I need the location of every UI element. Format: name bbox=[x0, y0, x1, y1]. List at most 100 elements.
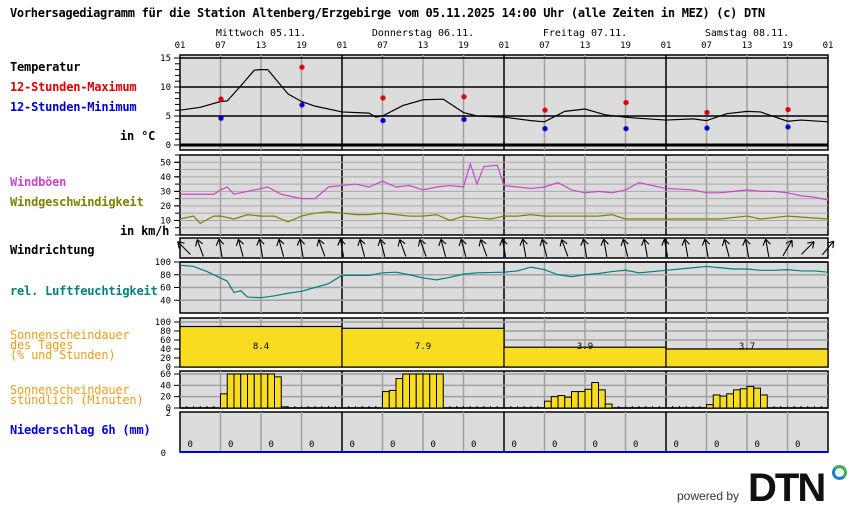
label-winddir: Windrichtung bbox=[10, 243, 95, 257]
sun-hourly-bar bbox=[395, 378, 404, 409]
wind-arrow-icon bbox=[177, 241, 191, 255]
sun-hourly-bar bbox=[591, 382, 599, 409]
wind-arrow-icon bbox=[559, 239, 569, 257]
sun-hourly-bar bbox=[733, 389, 741, 409]
temp-y-label: 10 bbox=[160, 83, 171, 93]
hour-tick-label: 01 bbox=[499, 41, 510, 51]
sun-hourly-bar bbox=[544, 400, 552, 409]
hour-tick-label: 01 bbox=[823, 41, 834, 51]
wind-arrow-icon bbox=[397, 239, 407, 257]
wind-arrow-icon bbox=[458, 238, 467, 257]
precip-value: 0 bbox=[431, 440, 436, 450]
label-humidity: rel. Luftfeuchtigkeit bbox=[10, 284, 158, 298]
wind-arrow-icon bbox=[821, 240, 835, 256]
temp-y-label: 15 bbox=[160, 54, 171, 64]
hour-tick-label: 01 bbox=[175, 41, 186, 51]
sun-hourly-bar bbox=[712, 394, 721, 409]
wind-y-label: 20 bbox=[160, 202, 171, 212]
hour-tick-label: 19 bbox=[620, 41, 631, 51]
sun-hourly-bar bbox=[388, 389, 397, 409]
label-max12: 12-Stunden-Maximum bbox=[10, 80, 137, 94]
max-marker bbox=[786, 107, 790, 113]
sun-daily-value: 3.9 bbox=[577, 342, 593, 352]
sun-hourly-bar bbox=[753, 387, 761, 409]
wind-arrow-icon bbox=[377, 238, 386, 257]
precip-value: 0 bbox=[350, 440, 355, 450]
temp-y-label: 0 bbox=[166, 141, 171, 151]
wind-arrow-icon bbox=[438, 238, 447, 257]
precip-value: 0 bbox=[593, 440, 598, 450]
hour-tick-label: 07 bbox=[539, 41, 550, 51]
wind-arrow-icon bbox=[620, 238, 629, 257]
wind-arrow-icon bbox=[519, 238, 528, 257]
max-marker bbox=[624, 100, 628, 106]
wind-arrow-icon bbox=[499, 238, 508, 257]
hour-tick-label: 19 bbox=[296, 41, 307, 51]
sun-daily-bar bbox=[179, 325, 343, 368]
sun-hourly-bar bbox=[719, 395, 728, 409]
wind-arrow-icon bbox=[539, 238, 548, 257]
sun-daily-value: 3.7 bbox=[739, 342, 755, 352]
label-gusts: Windböen bbox=[10, 175, 67, 189]
sun-hourly-bar bbox=[598, 389, 606, 409]
label-sun-daily-3: (% und Stunden) bbox=[10, 348, 116, 362]
sun-hourly-bar bbox=[760, 394, 768, 409]
temp-y-label: 5 bbox=[166, 112, 171, 122]
max-marker bbox=[300, 64, 304, 70]
precip-value: 0 bbox=[512, 440, 517, 450]
precip-value: 0 bbox=[471, 440, 476, 450]
dtn-logo-ring-icon bbox=[832, 465, 847, 480]
min-marker bbox=[300, 102, 304, 108]
wind-arrow-icon bbox=[417, 239, 427, 257]
hour-tick-label: 13 bbox=[580, 41, 591, 51]
hour-tick-label: 19 bbox=[782, 41, 793, 51]
wind-arrow-icon bbox=[276, 238, 285, 257]
precip-value: 0 bbox=[552, 440, 557, 450]
min-marker bbox=[462, 116, 466, 122]
sun-hourly-bar bbox=[746, 385, 755, 409]
hour-tick-label: 07 bbox=[701, 41, 712, 51]
sun-hourly-y-label: 40 bbox=[160, 381, 171, 391]
label-sun-daily-1: Sonnenscheindauer bbox=[10, 328, 130, 342]
wind-arrow-icon bbox=[800, 241, 815, 255]
sun-hourly-y-label: 60 bbox=[160, 370, 171, 380]
wind-y-label: 10 bbox=[160, 216, 171, 226]
precip-value: 0 bbox=[390, 440, 395, 450]
hour-tick-label: 13 bbox=[256, 41, 267, 51]
label-wind-unit: in km/h bbox=[120, 224, 170, 238]
label-sun-hourly-1: Sonnenscheindauer bbox=[10, 383, 130, 397]
sun-hourly-bar bbox=[706, 404, 714, 409]
wind-arrow-icon bbox=[256, 238, 265, 257]
sun-hourly-bar bbox=[247, 373, 255, 409]
temperature-line bbox=[179, 68, 829, 123]
sun-daily-y-label: 60 bbox=[160, 336, 171, 346]
wind-arrow-icon bbox=[337, 238, 346, 257]
label-temp-unit: in °C bbox=[120, 129, 156, 143]
label-windspeed: Windgeschwindigkeit bbox=[10, 195, 144, 209]
wind-arrow-icon bbox=[661, 238, 670, 257]
sun-daily-y-label: 0 bbox=[166, 363, 171, 373]
sun-hourly-bar bbox=[422, 373, 431, 409]
sun-daily-y-label: 40 bbox=[160, 345, 171, 355]
sun-daily-y-label: 80 bbox=[160, 327, 171, 337]
sun-hourly-bar bbox=[739, 388, 748, 409]
hour-tick-label: 13 bbox=[742, 41, 753, 51]
sun-hourly-bar bbox=[280, 406, 289, 409]
sun-hourly-bar bbox=[274, 376, 282, 409]
page-title: Vorhersagediagramm für die Station Alten… bbox=[10, 6, 765, 20]
sun-hourly-bar bbox=[409, 373, 417, 409]
sun-hourly-y-label: 0 bbox=[166, 404, 171, 414]
wind-y-label: 30 bbox=[160, 187, 171, 197]
sun-hourly-bar bbox=[550, 396, 559, 409]
sun-hourly-bar bbox=[726, 393, 734, 409]
windspeed-line bbox=[179, 211, 829, 225]
wind-arrow-icon bbox=[721, 238, 730, 257]
wind-arrow-icon bbox=[296, 238, 306, 257]
sun-hourly-bar bbox=[571, 391, 579, 409]
max-marker bbox=[219, 96, 223, 102]
sun-hourly-bar bbox=[260, 373, 269, 409]
day-header: Donnerstag 06.11. bbox=[372, 28, 474, 39]
dtn-logo[interactable]: DTN bbox=[748, 466, 826, 510]
sun-hourly-bar bbox=[429, 373, 437, 409]
day-header: Mittwoch 05.11. bbox=[216, 28, 306, 39]
